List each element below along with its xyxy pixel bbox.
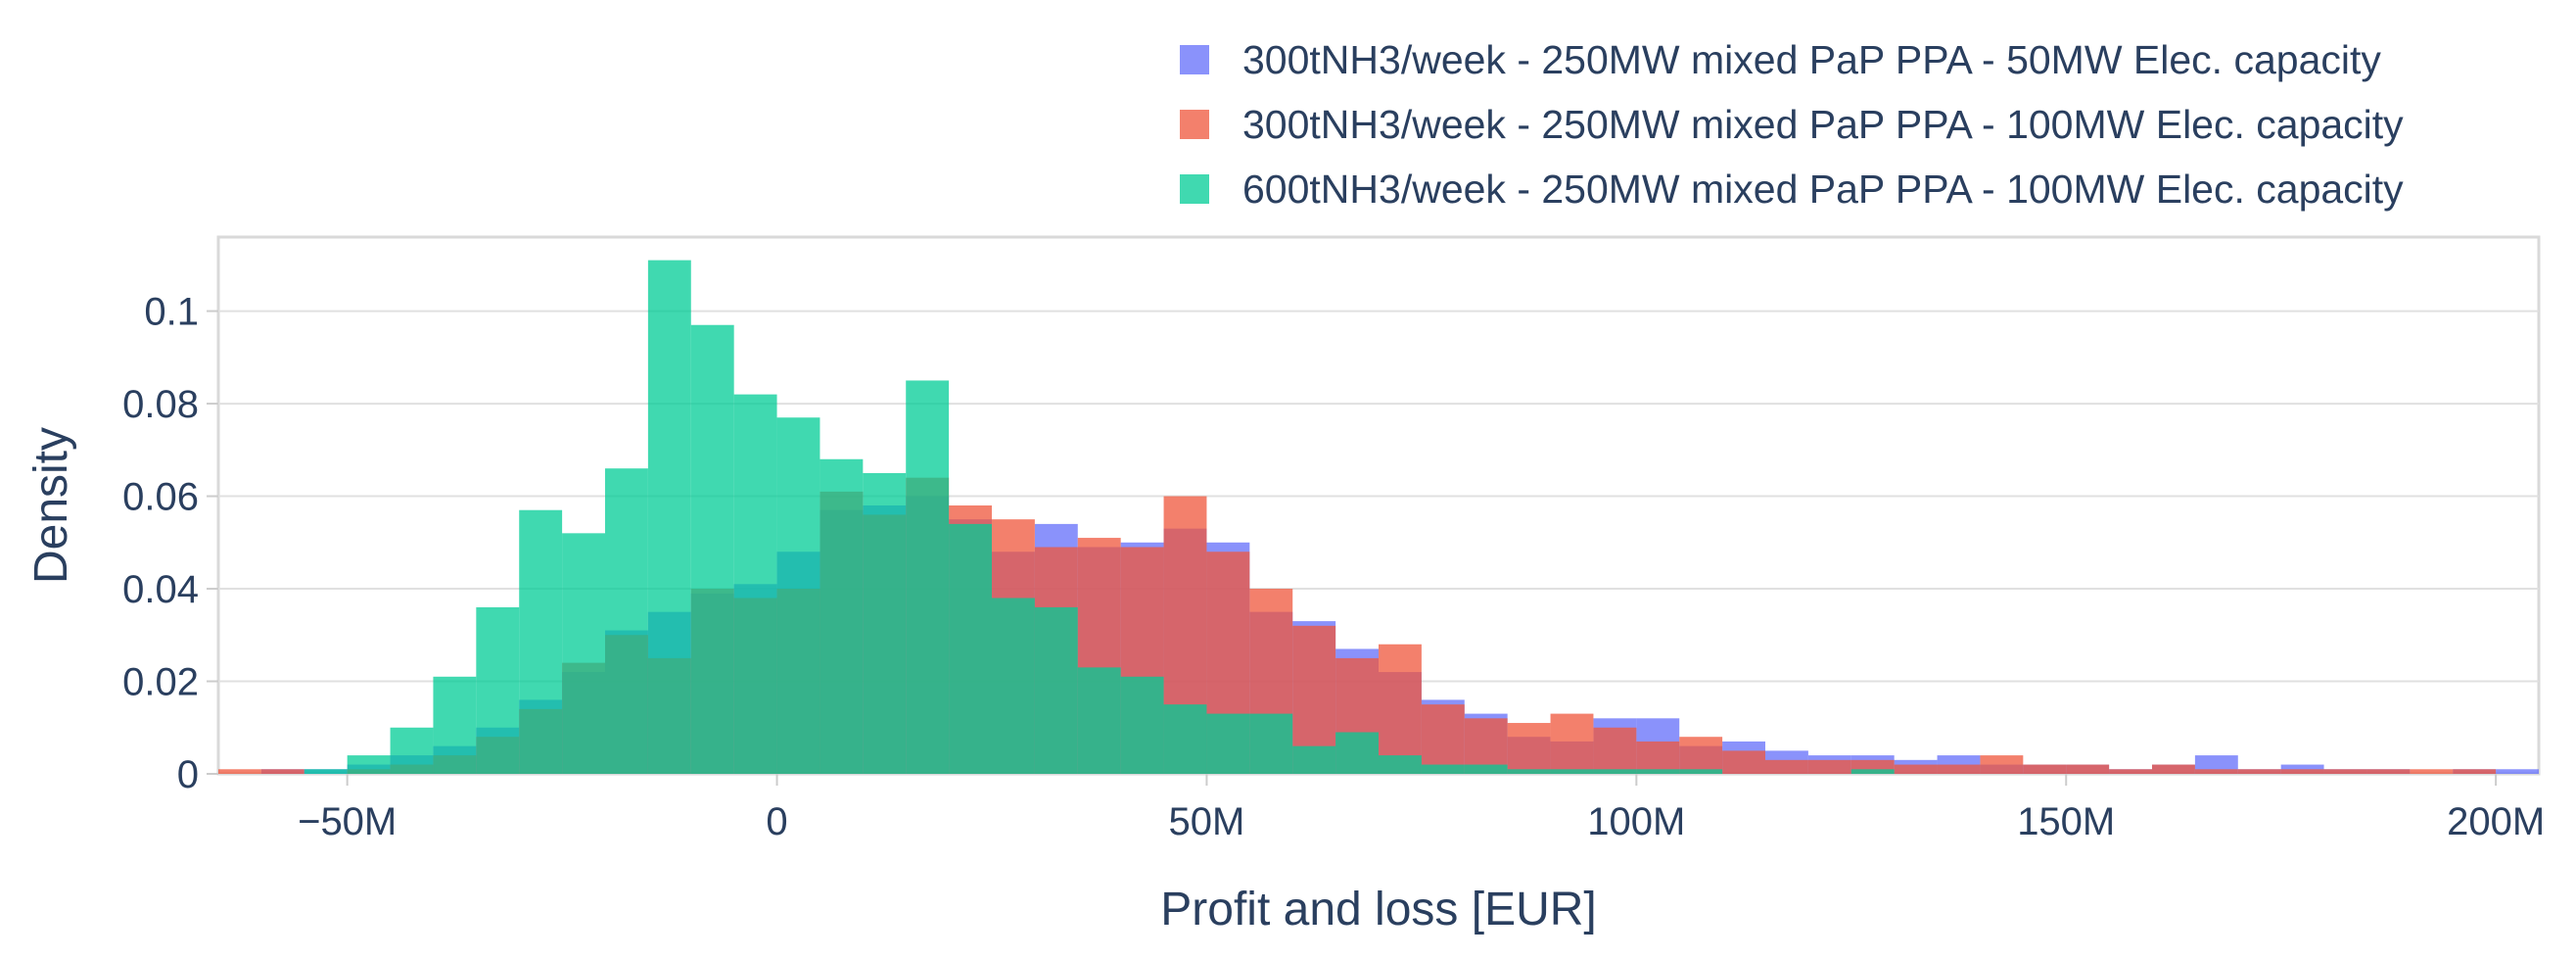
histogram-bar[interactable] bbox=[1765, 759, 1808, 774]
histogram-bar[interactable] bbox=[1550, 769, 1594, 774]
histogram-bar[interactable] bbox=[2237, 769, 2281, 774]
histogram-bar[interactable] bbox=[820, 458, 864, 774]
histogram-bar[interactable] bbox=[1807, 759, 1851, 774]
histogram-bar[interactable] bbox=[605, 468, 648, 774]
histogram-bar[interactable] bbox=[1379, 755, 1422, 774]
histogram-bars bbox=[218, 260, 2539, 774]
histogram-bar[interactable] bbox=[1593, 769, 1637, 774]
histogram-bar[interactable] bbox=[1550, 713, 1594, 774]
y-tick-label: 0.08 bbox=[122, 383, 199, 426]
histogram-bar[interactable] bbox=[1507, 723, 1551, 774]
x-tick-label: −50M bbox=[298, 800, 397, 843]
y-tick-label: 0.02 bbox=[122, 661, 199, 704]
histogram-bar[interactable] bbox=[304, 769, 348, 774]
histogram-bar[interactable] bbox=[519, 509, 563, 774]
histogram-bar[interactable] bbox=[1335, 732, 1379, 774]
histogram-bar[interactable] bbox=[1464, 764, 1508, 774]
series-3-bars bbox=[304, 260, 1895, 774]
histogram-bar[interactable] bbox=[647, 260, 691, 774]
x-tick-label: 50M bbox=[1169, 800, 1245, 843]
x-tick-label: 0 bbox=[766, 800, 787, 843]
histogram-bar[interactable] bbox=[1120, 676, 1164, 774]
histogram-bar[interactable] bbox=[1679, 737, 1723, 774]
legend-label: 600tNH3/week - 250MW mixed PaP PPA - 100… bbox=[1242, 166, 2404, 212]
x-axis-title: Profit and loss [EUR] bbox=[1160, 884, 1597, 935]
histogram-bar[interactable] bbox=[2323, 769, 2367, 774]
histogram-bar[interactable] bbox=[1034, 606, 1078, 774]
y-axis-ticks: 0 0.02 0.04 0.06 0.08 0.1 bbox=[122, 291, 218, 796]
histogram-bar[interactable] bbox=[906, 380, 950, 774]
histogram-bar[interactable] bbox=[2152, 764, 2195, 774]
legend: 300tNH3/week - 250MW mixed PaP PPA - 50M… bbox=[1180, 27, 2404, 221]
histogram-bar[interactable] bbox=[260, 769, 304, 774]
histogram-bar[interactable] bbox=[690, 324, 734, 774]
histogram-bar[interactable] bbox=[390, 727, 434, 774]
histogram-bar[interactable] bbox=[1163, 704, 1207, 774]
x-axis-ticks: −50M 0 50M 100M 150M 200M bbox=[298, 774, 2545, 843]
histogram-bar[interactable] bbox=[562, 533, 605, 774]
histogram-bar[interactable] bbox=[949, 523, 992, 774]
histogram-bar[interactable] bbox=[1292, 745, 1336, 774]
histogram-bar[interactable] bbox=[1421, 704, 1465, 774]
x-tick-label: 100M bbox=[1587, 800, 1685, 843]
legend-item-2[interactable]: 300tNH3/week - 250MW mixed PaP PPA - 100… bbox=[1180, 92, 2404, 157]
histogram-bar[interactable] bbox=[1980, 755, 2024, 774]
histogram-bar[interactable] bbox=[733, 394, 777, 774]
histogram-bar[interactable] bbox=[1937, 764, 1981, 774]
y-tick-label: 0.04 bbox=[122, 568, 199, 611]
histogram-bar[interactable] bbox=[2194, 769, 2238, 774]
histogram-bar[interactable] bbox=[2410, 769, 2454, 774]
x-tick-label: 200M bbox=[2447, 800, 2545, 843]
histogram-bar[interactable] bbox=[776, 417, 820, 774]
histogram-bar[interactable] bbox=[2496, 769, 2539, 774]
histogram-bar[interactable] bbox=[1636, 769, 1680, 774]
y-tick-label: 0.1 bbox=[144, 291, 199, 334]
histogram-bar[interactable] bbox=[2453, 769, 2497, 774]
y-tick-label: 0.06 bbox=[122, 476, 199, 519]
legend-item-1[interactable]: 300tNH3/week - 250MW mixed PaP PPA - 50M… bbox=[1180, 27, 2404, 92]
y-tick-label: 0 bbox=[177, 753, 199, 796]
histogram-bar[interactable] bbox=[1206, 713, 1250, 774]
y-axis-title: Density bbox=[25, 427, 77, 584]
histogram-bar[interactable] bbox=[1722, 750, 1765, 774]
histogram-bar[interactable] bbox=[863, 472, 907, 774]
histogram-bar[interactable] bbox=[1636, 741, 1680, 774]
histogram-bar[interactable] bbox=[992, 598, 1035, 774]
histogram-bar[interactable] bbox=[2023, 764, 2067, 774]
legend-swatch bbox=[1180, 110, 1209, 139]
legend-swatch bbox=[1180, 45, 1209, 74]
histogram-bar[interactable] bbox=[1850, 769, 1895, 774]
legend-swatch bbox=[1180, 174, 1209, 204]
histogram-bar[interactable] bbox=[347, 755, 391, 774]
histogram-bar[interactable] bbox=[1507, 769, 1551, 774]
histogram-bar[interactable] bbox=[476, 606, 520, 774]
histogram-bar[interactable] bbox=[2366, 769, 2411, 774]
legend-label: 300tNH3/week - 250MW mixed PaP PPA - 50M… bbox=[1242, 36, 2381, 82]
histogram-bar[interactable] bbox=[1894, 764, 1938, 774]
legend-item-3[interactable]: 600tNH3/week - 250MW mixed PaP PPA - 100… bbox=[1180, 157, 2404, 221]
histogram-bar[interactable] bbox=[2066, 764, 2110, 774]
histogram-bar[interactable] bbox=[433, 676, 477, 774]
histogram-bar[interactable] bbox=[1379, 644, 1422, 774]
histogram-bar[interactable] bbox=[1421, 764, 1465, 774]
histogram-bar[interactable] bbox=[218, 769, 261, 774]
histogram-bar[interactable] bbox=[1077, 667, 1121, 774]
histogram-bar[interactable] bbox=[2109, 769, 2152, 774]
histogram-bar[interactable] bbox=[1593, 727, 1637, 774]
legend-label: 300tNH3/week - 250MW mixed PaP PPA - 100… bbox=[1242, 101, 2404, 147]
histogram-bar[interactable] bbox=[1249, 713, 1293, 774]
x-tick-label: 150M bbox=[2017, 800, 2115, 843]
histogram-bar[interactable] bbox=[1679, 769, 1723, 774]
histogram-bar[interactable] bbox=[2280, 769, 2324, 774]
